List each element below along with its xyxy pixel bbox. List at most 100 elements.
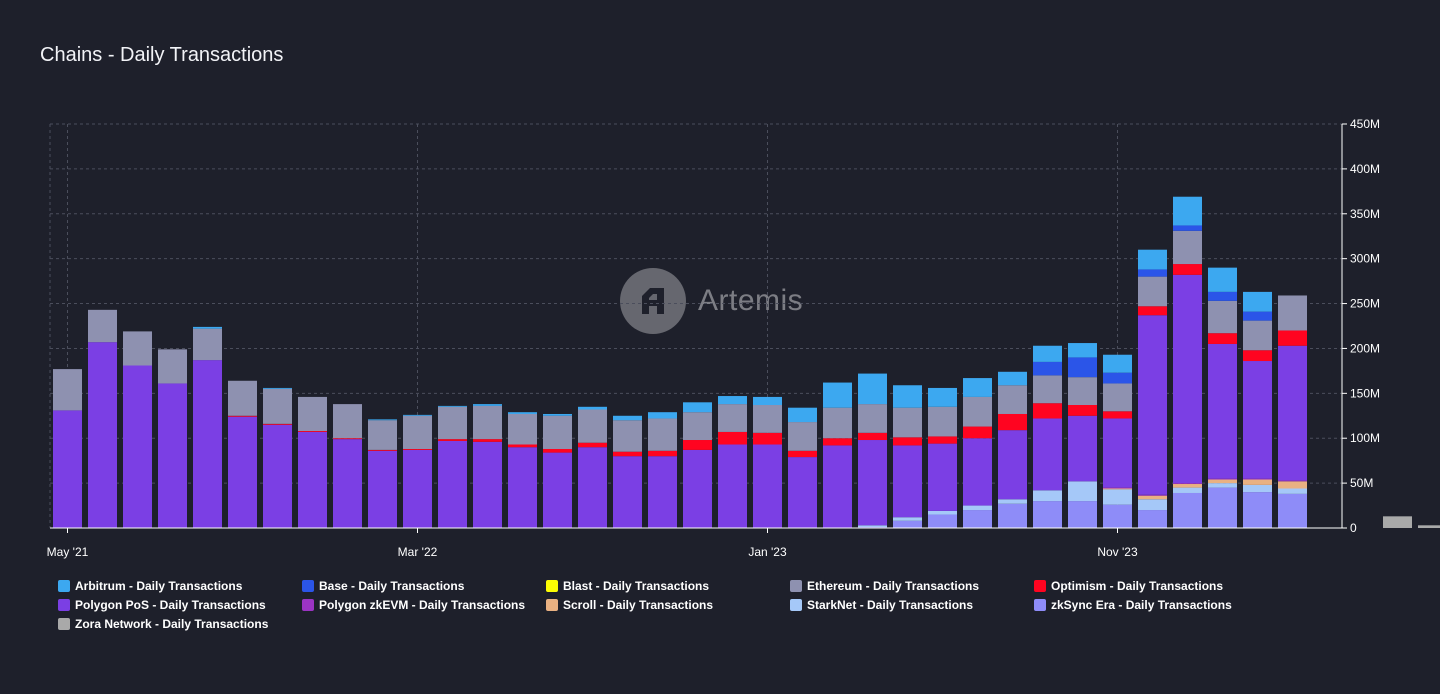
bar-segment[interactable]: [1138, 306, 1167, 316]
bar-segment[interactable]: [228, 380, 257, 416]
legend-item[interactable]: Base - Daily Transactions: [302, 578, 546, 593]
bar-segment[interactable]: [928, 387, 957, 407]
bar-segment[interactable]: [1243, 478, 1272, 480]
bar-segment[interactable]: [1173, 230, 1202, 265]
bar-segment[interactable]: [858, 373, 887, 405]
bar-segment[interactable]: [893, 407, 922, 438]
legend-item[interactable]: Scroll - Daily Transactions: [546, 597, 790, 612]
bar-segment[interactable]: [753, 432, 782, 445]
bar-segment[interactable]: [1103, 487, 1132, 489]
bar-segment[interactable]: [823, 407, 852, 439]
bar-segment[interactable]: [1208, 343, 1237, 479]
bar-segment[interactable]: [1068, 405, 1097, 416]
bar-segment[interactable]: [158, 349, 187, 384]
bar-segment[interactable]: [1278, 481, 1307, 489]
bar-segment[interactable]: [1033, 375, 1062, 404]
bar-segment[interactable]: [543, 413, 572, 416]
bar-segment[interactable]: [928, 436, 957, 444]
bar-segment[interactable]: [1243, 350, 1272, 362]
bar-segment[interactable]: [1243, 320, 1272, 351]
bar-segment[interactable]: [718, 396, 747, 405]
bar-segment[interactable]: [858, 440, 887, 526]
bar-segment[interactable]: [543, 415, 572, 449]
bar-segment[interactable]: [788, 450, 817, 458]
bar-segment[interactable]: [858, 525, 887, 528]
legend-item[interactable]: StarkNet - Daily Transactions: [790, 597, 1034, 612]
bar-segment[interactable]: [998, 371, 1027, 386]
bar-segment[interactable]: [1243, 492, 1272, 528]
bar-segment[interactable]: [403, 448, 432, 450]
bar-segment[interactable]: [368, 450, 397, 528]
bar-segment[interactable]: [473, 404, 502, 406]
bar-segment[interactable]: [1173, 483, 1202, 485]
legend-item[interactable]: Zora Network - Daily Transactions: [58, 616, 302, 631]
bar-segment[interactable]: [928, 406, 957, 437]
bar-segment[interactable]: [1173, 264, 1202, 275]
bar-segment[interactable]: [1033, 403, 1062, 419]
bar-segment[interactable]: [263, 388, 292, 424]
bar-segment[interactable]: [1208, 267, 1237, 292]
bar-segment[interactable]: [963, 426, 992, 439]
bar-segment[interactable]: [928, 443, 957, 511]
bar-segment[interactable]: [1278, 488, 1307, 494]
bar-segment[interactable]: [1173, 487, 1202, 493]
bar-segment[interactable]: [1173, 225, 1202, 231]
bar-segment[interactable]: [1033, 418, 1062, 491]
bar-segment[interactable]: [1033, 345, 1062, 362]
bar-segment[interactable]: [333, 438, 362, 440]
bar-segment[interactable]: [718, 431, 747, 445]
bar-segment[interactable]: [508, 412, 537, 414]
bar-segment[interactable]: [1033, 501, 1062, 528]
bar-segment[interactable]: [1138, 510, 1167, 528]
legend-item[interactable]: Arbitrum - Daily Transactions: [58, 578, 302, 593]
legend-item[interactable]: Polygon PoS - Daily Transactions: [58, 597, 302, 612]
bar-segment[interactable]: [823, 382, 852, 408]
bar-segment[interactable]: [1068, 415, 1097, 482]
bar-segment[interactable]: [1173, 274, 1202, 484]
bar-segment[interactable]: [1383, 516, 1412, 528]
bar-segment[interactable]: [1138, 315, 1167, 495]
bar-segment[interactable]: [438, 405, 467, 407]
bar-segment[interactable]: [648, 450, 677, 457]
bar-segment[interactable]: [1103, 372, 1132, 384]
bar-segment[interactable]: [1208, 291, 1237, 301]
bar-segment[interactable]: [368, 449, 397, 451]
bar-segment[interactable]: [1103, 489, 1132, 505]
bar-segment[interactable]: [613, 451, 642, 457]
bar-segment[interactable]: [263, 424, 292, 528]
bar-segment[interactable]: [788, 407, 817, 423]
bar-segment[interactable]: [438, 440, 467, 528]
bar-segment[interactable]: [1138, 269, 1167, 277]
bar-segment[interactable]: [1173, 196, 1202, 226]
bar-segment[interactable]: [543, 448, 572, 453]
bar-segment[interactable]: [158, 383, 187, 528]
bar-segment[interactable]: [613, 456, 642, 528]
bar-segment[interactable]: [368, 419, 397, 421]
bar-segment[interactable]: [193, 326, 222, 329]
bar-segment[interactable]: [193, 328, 222, 361]
legend-item[interactable]: zkSync Era - Daily Transactions: [1034, 597, 1278, 612]
bar-segment[interactable]: [753, 405, 782, 433]
bar-segment[interactable]: [1068, 343, 1097, 358]
bar-segment[interactable]: [333, 439, 362, 528]
bar-segment[interactable]: [683, 402, 712, 413]
bar-segment[interactable]: [298, 431, 327, 528]
bar-segment[interactable]: [1138, 249, 1167, 270]
bar-segment[interactable]: [1033, 361, 1062, 376]
bar-segment[interactable]: [893, 385, 922, 408]
bar-segment[interactable]: [88, 309, 117, 343]
bar-segment[interactable]: [473, 405, 502, 440]
bar-segment[interactable]: [508, 413, 537, 445]
bar-segment[interactable]: [578, 409, 607, 443]
legend-item[interactable]: Optimism - Daily Transactions: [1034, 578, 1278, 593]
bar-segment[interactable]: [1278, 345, 1307, 481]
bar-segment[interactable]: [1243, 479, 1272, 485]
bar-segment[interactable]: [1243, 311, 1272, 321]
bar-segment[interactable]: [1208, 300, 1237, 334]
bar-segment[interactable]: [508, 444, 537, 448]
bar-segment[interactable]: [578, 406, 607, 410]
bar-segment[interactable]: [893, 445, 922, 518]
bar-segment[interactable]: [88, 342, 117, 528]
bar-segment[interactable]: [683, 412, 712, 441]
bar-segment[interactable]: [823, 445, 852, 528]
